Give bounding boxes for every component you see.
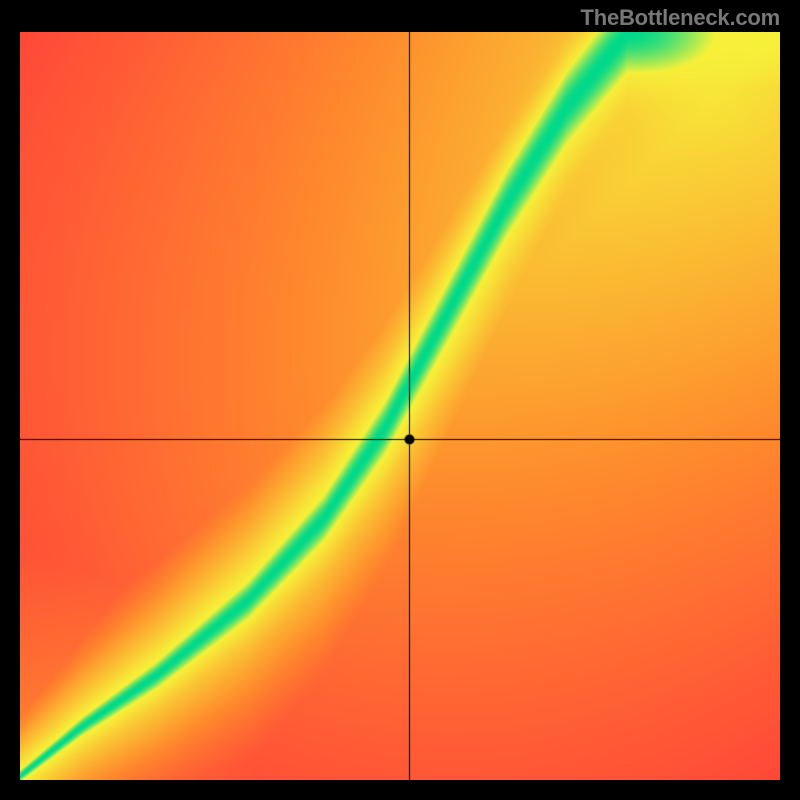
- watermark-text: TheBottleneck.com: [580, 5, 780, 31]
- bottleneck-heatmap-canvas: [20, 32, 780, 780]
